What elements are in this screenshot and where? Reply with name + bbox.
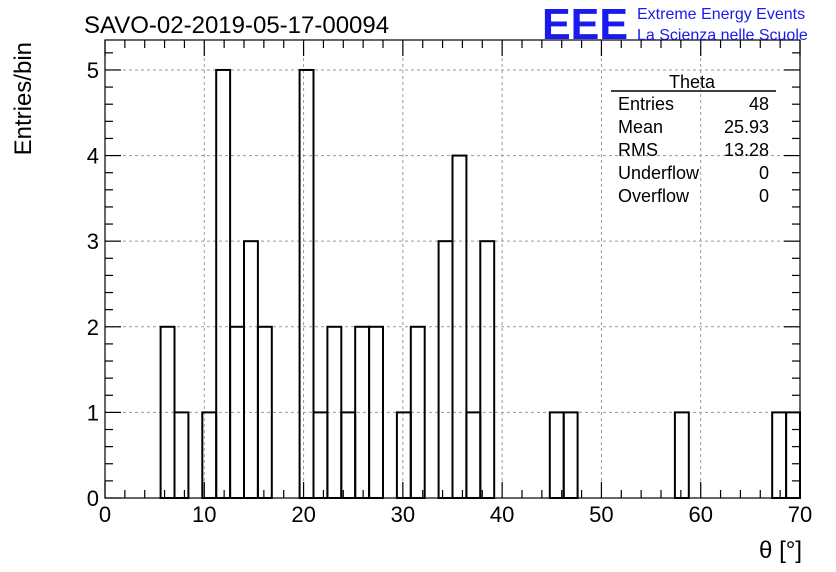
histogram-bin bbox=[465, 411, 482, 499]
x-tick-label: 70 bbox=[788, 502, 812, 527]
stats-label: Mean bbox=[618, 117, 663, 137]
x-tick-label: 60 bbox=[688, 502, 712, 527]
y-tick-label: 1 bbox=[87, 400, 99, 425]
y-tick-label: 5 bbox=[87, 58, 99, 83]
y-axis-label: Entries/bin bbox=[10, 42, 37, 155]
eee-logo-mark: EEE bbox=[542, 0, 628, 49]
eee-logo-line1: Extreme Energy Events bbox=[637, 6, 805, 23]
axis-ticks bbox=[104, 40, 801, 499]
x-tick-label: 20 bbox=[291, 502, 315, 527]
y-tick-label: 2 bbox=[87, 315, 99, 340]
histogram-bin bbox=[673, 411, 690, 499]
histogram-bin bbox=[548, 411, 565, 499]
stats-label: Underflow bbox=[618, 163, 700, 183]
plot-frame bbox=[104, 39, 801, 499]
x-tick-label: 30 bbox=[391, 502, 415, 527]
stats-label: RMS bbox=[618, 140, 658, 160]
x-tick-label: 0 bbox=[99, 502, 111, 527]
stats-label: Entries bbox=[618, 94, 674, 114]
eee-logo-line2: La Scienza nelle Scuole bbox=[637, 27, 808, 44]
x-tick-label: 10 bbox=[192, 502, 216, 527]
x-axis-label: θ [°] bbox=[759, 537, 802, 564]
histogram-bin bbox=[437, 240, 454, 499]
histogram-bin bbox=[395, 411, 412, 499]
histogram-bin bbox=[312, 411, 329, 499]
y-tick-label: 0 bbox=[87, 486, 99, 511]
histogram-bin bbox=[340, 411, 357, 499]
histogram-bin bbox=[479, 240, 496, 499]
stats-rows: Entries 48 Mean 25.93 RMS 13.28 Underflow 0 Over… bbox=[618, 94, 769, 206]
stats-value: 48 bbox=[749, 94, 769, 114]
stats-value: 0 bbox=[759, 186, 769, 206]
histogram-bin bbox=[215, 68, 232, 499]
x-tick-labels: 0 10 20 30 40 50 60 70 bbox=[99, 502, 812, 527]
statistics-box: Theta Entries 48 Mean 25.93 RMS 13.28 Underflo… bbox=[611, 72, 776, 206]
y-tick-label: 4 bbox=[87, 144, 99, 169]
histogram-bin bbox=[785, 411, 801, 499]
stats-value: 25.93 bbox=[724, 117, 769, 137]
histogram-bin bbox=[243, 240, 259, 499]
x-tick-label: 50 bbox=[589, 502, 613, 527]
y-tick-label: 3 bbox=[87, 229, 99, 254]
histogram-bin bbox=[771, 411, 788, 499]
stats-label: Overflow bbox=[618, 186, 690, 206]
stats-title: Theta bbox=[669, 72, 716, 92]
stats-value: 0 bbox=[759, 163, 769, 183]
y-tick-labels: 0 1 2 3 4 5 bbox=[87, 58, 99, 511]
x-tick-label: 40 bbox=[490, 502, 514, 527]
stats-value: 13.28 bbox=[724, 140, 769, 160]
histogram-bars bbox=[159, 68, 801, 499]
eee-logo: EEE Extreme Energy Events La Scienza nel… bbox=[542, 0, 808, 49]
histogram-bin bbox=[562, 411, 579, 499]
chart-title: SAVO-02-2019-05-17-00094 bbox=[84, 12, 389, 39]
histogram-bin bbox=[173, 411, 190, 499]
histogram-bin bbox=[298, 68, 315, 499]
